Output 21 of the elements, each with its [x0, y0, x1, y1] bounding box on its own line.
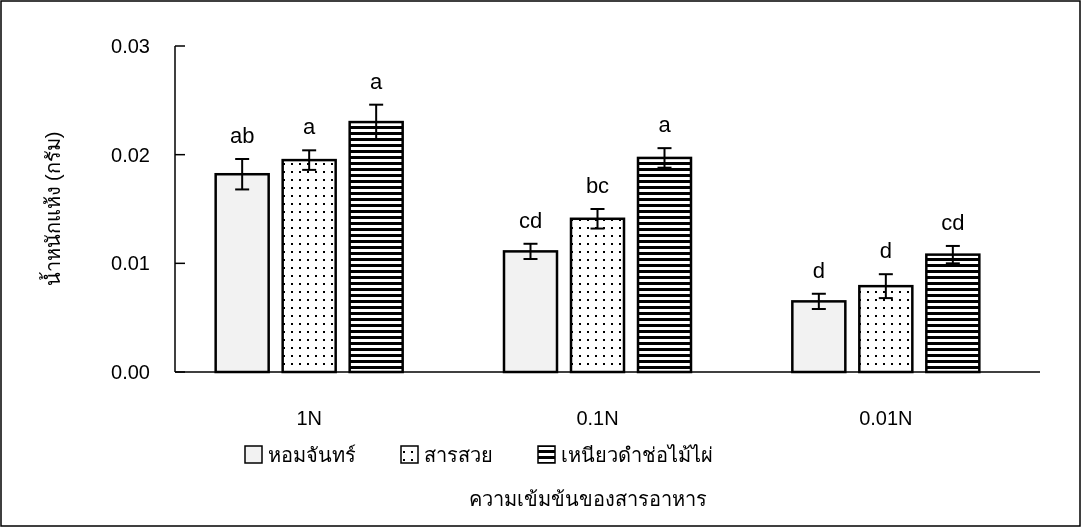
legend-label: เหนียวดำช่อไม้ไผ่	[561, 444, 713, 466]
data-label: cd	[518, 207, 543, 233]
legend-label: หอมจันทร์	[268, 444, 356, 466]
y-axis-title: น้ำหนักแห้ง (กรัม)	[39, 131, 64, 287]
data-label: d	[812, 257, 825, 283]
y-tick-label: 0.00	[111, 361, 150, 383]
legend-label: สารสวย	[424, 444, 493, 466]
x-tick-label: 0.1N	[576, 407, 619, 429]
y-tick-label: 0.02	[111, 143, 150, 166]
x-tick-label: 1N	[296, 407, 322, 429]
data-label: cd	[941, 209, 965, 235]
x-axis-title: ความเข้มข้นของสารอาหาร	[468, 488, 707, 510]
data-label: a	[303, 114, 317, 140]
data-label: ab	[229, 123, 255, 149]
data-label: a	[658, 112, 672, 138]
x-tick-label: 0.01N	[859, 407, 913, 429]
data-label: d	[879, 238, 892, 264]
y-tick-label: 0.01	[111, 252, 150, 275]
y-tick-label: 0.03	[111, 35, 150, 57]
data-label: bc	[585, 173, 610, 198]
data-label: a	[370, 68, 384, 94]
